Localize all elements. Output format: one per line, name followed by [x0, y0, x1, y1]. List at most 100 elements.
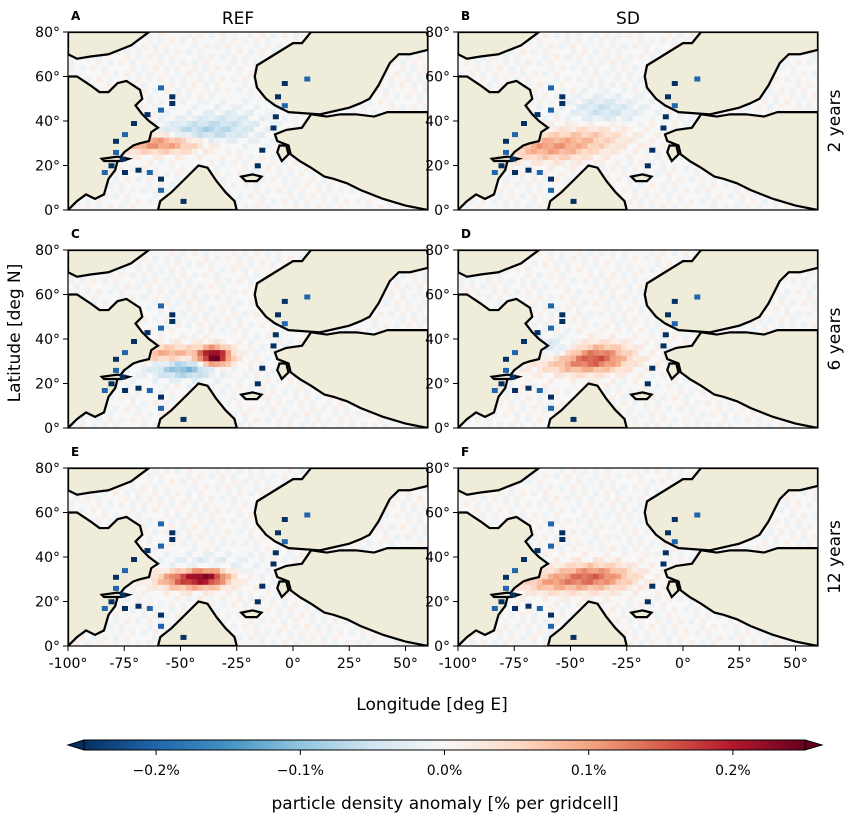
- grid-cell: [146, 266, 153, 273]
- grid-cell: [276, 171, 283, 177]
- grid-cell: [169, 518, 176, 524]
- grid-cell: [548, 121, 554, 127]
- grid-cell: [219, 389, 226, 395]
- grid-cell: [135, 76, 142, 83]
- grid-cell: [208, 495, 215, 502]
- grid-cell: [332, 411, 339, 418]
- grid-cell: [581, 87, 588, 94]
- grid-cell: [236, 277, 243, 284]
- grid-cell: [248, 126, 254, 133]
- grid-cell: [593, 104, 599, 111]
- grid-cell: [191, 137, 198, 144]
- grid-cell: [604, 143, 611, 150]
- grid-cell: [231, 54, 238, 61]
- grid-cell: [259, 389, 266, 395]
- grid-cell: [587, 115, 594, 122]
- grid-cell: [598, 311, 605, 318]
- grid-cell: [609, 400, 616, 407]
- grid-cell: [399, 272, 406, 279]
- grid-cell: [152, 568, 159, 574]
- grid-cell: [514, 640, 521, 647]
- grid-cell: [716, 405, 723, 412]
- grid-cell: [570, 87, 577, 94]
- grid-cell: [416, 540, 423, 547]
- grid-cell: [739, 405, 746, 412]
- grid-cell: [174, 584, 181, 591]
- x-tick-label: -25°: [222, 656, 252, 672]
- grid-cell: [349, 629, 356, 636]
- grid-cell: [671, 204, 678, 211]
- grid-cell: [146, 198, 153, 205]
- grid-cell: [632, 350, 639, 356]
- grid-cell: [163, 468, 170, 474]
- grid-cell: [152, 109, 159, 116]
- grid-cell: [508, 187, 515, 194]
- grid-cell: [587, 355, 594, 362]
- grid-cell: [666, 422, 673, 429]
- grid-cell: [480, 283, 487, 290]
- coastal-cell: [570, 198, 577, 204]
- grid-cell: [304, 607, 311, 613]
- grid-cell: [242, 115, 249, 122]
- grid-cell: [101, 300, 108, 306]
- grid-cell: [304, 182, 311, 189]
- grid-cell: [789, 277, 796, 284]
- grid-cell: [118, 623, 125, 630]
- grid-cell: [197, 305, 204, 312]
- grid-cell: [158, 159, 164, 166]
- grid-cell: [615, 283, 622, 290]
- grid-cell: [118, 272, 125, 279]
- grid-cell: [107, 182, 114, 189]
- y-tick-label: 40°: [35, 550, 60, 566]
- grid-cell: [654, 322, 661, 329]
- grid-cell: [474, 204, 481, 211]
- grid-cell: [248, 422, 254, 429]
- grid-cell: [806, 288, 813, 295]
- y-tick-label: 20°: [425, 159, 450, 175]
- grid-cell: [733, 411, 740, 418]
- grid-cell: [338, 204, 344, 211]
- grid-cell: [497, 490, 504, 497]
- grid-cell: [219, 361, 226, 368]
- grid-cell: [587, 366, 594, 373]
- grid-cell: [416, 70, 423, 77]
- grid-cell: [197, 512, 204, 519]
- grid-cell: [118, 484, 125, 491]
- grid-cell: [163, 48, 170, 55]
- grid-cell: [812, 93, 819, 100]
- grid-cell: [638, 54, 644, 61]
- grid-cell: [542, 405, 549, 412]
- grid-cell: [293, 204, 299, 211]
- grid-cell: [604, 339, 611, 345]
- grid-cell: [225, 132, 232, 138]
- grid-cell: [169, 339, 176, 345]
- grid-cell: [169, 266, 176, 273]
- grid-cell: [587, 250, 594, 256]
- grid-cell: [525, 294, 532, 301]
- grid-cell: [141, 529, 148, 536]
- grid-cell: [531, 277, 538, 284]
- grid-cell: [186, 383, 193, 390]
- coastal-cell: [169, 319, 176, 324]
- grid-cell: [536, 288, 543, 295]
- grid-cell: [231, 182, 238, 189]
- grid-cell: [191, 344, 198, 351]
- grid-cell: [480, 70, 487, 77]
- grid-cell: [683, 255, 689, 262]
- grid-cell: [349, 422, 356, 429]
- grid-cell: [287, 377, 294, 384]
- grid-cell: [141, 104, 148, 111]
- grid-cell: [671, 165, 678, 172]
- grid-cell: [141, 506, 148, 513]
- grid-cell: [705, 193, 712, 200]
- grid-cell: [621, 109, 628, 116]
- grid-cell: [231, 37, 238, 44]
- grid-cell: [383, 529, 389, 536]
- grid-cell: [253, 137, 260, 144]
- grid-cell: [564, 121, 571, 127]
- grid-cell: [728, 405, 734, 412]
- grid-cell: [253, 311, 260, 318]
- grid-cell: [632, 277, 639, 284]
- grid-cell: [270, 579, 277, 586]
- grid-cell: [609, 344, 616, 351]
